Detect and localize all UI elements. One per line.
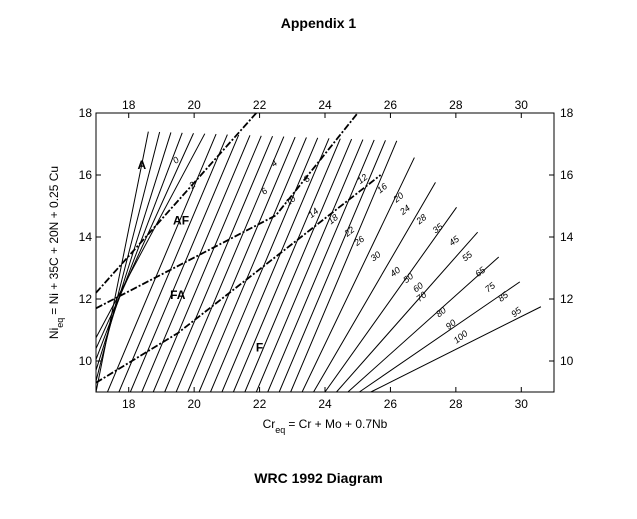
x-tick-label-top: 20 [187,98,201,112]
phase-boundary-line [95,112,257,294]
iso-ferrite-lines [95,131,542,393]
iso-ferrite-line [324,206,457,393]
iso-ferrite-line [221,138,330,393]
x-axis-label: Creq = Cr + Mo + 0.7Nb [263,417,388,435]
ferrite-number-label: 100 [452,328,470,345]
x-tick-label-top: 26 [384,98,398,112]
ferrite-number-label: 60 [411,280,425,294]
iso-ferrite-line [95,132,183,360]
ferrite-number-label: 65 [473,264,488,279]
iso-ferrite-line [290,140,398,393]
ferrite-number-labels: 0246810121416182022242628303540455055606… [171,155,524,346]
ferrite-number-label: 55 [460,249,475,264]
x-tick-label-bottom: 20 [187,397,201,411]
iso-ferrite-line [141,135,251,393]
ferrite-number-label: 22 [342,225,357,240]
ferrite-number-label: 24 [397,203,412,218]
ferrite-number-label: 18 [326,212,340,226]
phase-boundary-line [95,112,359,310]
ferrite-number-label: 26 [351,234,366,249]
iso-ferrite-line [370,306,542,393]
y-tick-label-left: 14 [79,230,93,244]
y-axis-label: Nieq= Ni + 35C + 20N + 0.25 Cu [47,166,65,339]
x-tick-label-bottom: 26 [384,397,398,411]
iso-ferrite-line [175,136,285,393]
y-tick-label-left: 12 [79,292,93,306]
ferrite-number-label: 90 [444,318,458,332]
phase-boundaries [95,112,382,384]
ferrite-number-label: 30 [368,249,382,263]
x-tick-label-bottom: 24 [318,397,332,411]
plot-frame [95,112,555,393]
iso-ferrite-line [347,256,500,393]
region-label: FA [170,288,186,302]
ferrite-number-label: 95 [509,305,524,320]
iso-ferrite-line [336,231,479,393]
y-tick-label-right: 14 [560,230,574,244]
iso-ferrite-line [106,133,217,393]
iso-ferrite-line [118,134,228,393]
phase-boundary-line [95,174,382,384]
iso-ferrite-line [232,138,341,393]
ferrite-number-label: 70 [414,290,428,304]
x-tick-label-bottom: 22 [253,397,267,411]
x-tick-label-bottom: 28 [449,397,463,411]
region-label: F [256,341,263,355]
x-tick-label-top: 30 [515,98,529,112]
iso-ferrite-line [278,140,386,393]
iso-ferrite-line [187,136,296,393]
iso-ferrite-line [244,138,353,393]
ferrite-number-label: 0 [171,155,181,166]
x-tick-label-top: 22 [253,98,267,112]
iso-ferrite-line [164,135,274,393]
region-label: AF [173,214,189,228]
iso-ferrite-line [152,135,262,393]
ferrite-number-label: 40 [388,265,402,279]
ferrite-number-label: 2 [186,180,197,192]
ferrite-number-label: 4 [269,158,279,169]
iso-ferrite-line [95,133,206,338]
iso-ferrite-line [255,139,364,393]
ferrite-number-label: 85 [496,289,511,304]
y-tick-label-right: 16 [560,168,574,182]
ferrite-number-label: 45 [447,233,462,248]
iso-ferrite-line [267,139,375,393]
page-title: Appendix 1 [280,15,357,31]
y-tick-label-left: 18 [79,106,93,120]
y-tick-label-right: 10 [560,354,574,368]
iso-ferrite-line [129,134,240,393]
x-tick-label-bottom: 18 [122,397,136,411]
page-caption: WRC 1992 Diagram [254,470,383,486]
iso-ferrite-line [313,182,436,393]
region-labels: A AF FA F [137,158,263,355]
ferrite-number-label: 28 [413,212,428,227]
ferrite-number-label: 35 [431,221,446,236]
ferrite-number-label: 10 [283,194,297,208]
x-tick-label-bottom: 30 [515,397,529,411]
y-tick-label-left: 10 [79,354,93,368]
region-label: A [137,158,146,172]
ferrite-number-label: 50 [401,271,415,285]
ferrite-number-label: 8 [302,173,312,184]
ferrite-number-label: 14 [306,206,320,220]
x-tick-label-top: 28 [449,98,463,112]
ferrite-number-label: 12 [355,172,369,186]
y-tick-label-right: 18 [560,106,574,120]
y-tick-label-left: 16 [79,168,93,182]
x-tick-label-top: 24 [318,98,332,112]
y-tick-label-right: 12 [560,292,574,306]
x-tick-label-top: 18 [122,98,136,112]
ferrite-number-label: 16 [375,181,389,195]
ferrite-number-label: 80 [434,305,448,319]
iso-ferrite-line [301,157,415,393]
iso-ferrite-line [95,133,194,349]
ferrite-number-label: 75 [483,280,498,295]
ferrite-number-label: 6 [259,186,269,197]
iso-ferrite-line [359,281,521,393]
iso-ferrite-line [198,137,307,393]
